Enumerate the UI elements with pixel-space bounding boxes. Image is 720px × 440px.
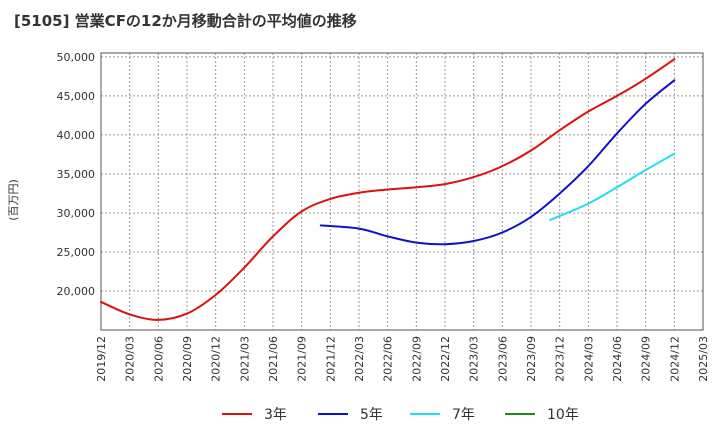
legend-layer: 3年 5年 7年 10年 — [222, 407, 579, 423]
y-tick-label: 20,000 — [57, 285, 96, 298]
legend-label-2: 5年 — [360, 407, 383, 423]
x-tick-label: 2022/03 — [353, 336, 366, 382]
x-tick-label: 2020/09 — [181, 336, 194, 382]
y-tick-label: 50,000 — [57, 51, 96, 64]
x-tick-label: 2021/06 — [267, 336, 280, 382]
x-tick-label: 2020/03 — [124, 336, 137, 382]
x-tick-label: 2022/09 — [410, 336, 423, 382]
y-tick-label: 35,000 — [57, 168, 96, 181]
x-tick-label: 2020/12 — [210, 336, 223, 382]
x-tick-label: 2021/09 — [296, 336, 309, 382]
grid-layer — [100, 53, 704, 330]
x-tick-label: 2023/03 — [468, 336, 481, 382]
y-tick-label: 40,000 — [57, 129, 96, 142]
x-tick-label: 2025/03 — [697, 336, 710, 382]
x-tick-label: 2022/12 — [439, 336, 452, 382]
y-tick-label: 25,000 — [57, 246, 96, 259]
x-tick-label: 2022/06 — [382, 336, 395, 382]
x-tick-label: 2020/06 — [152, 336, 165, 382]
y-tick-label: 45,000 — [57, 90, 96, 103]
x-tick-label: 2024/12 — [668, 336, 681, 382]
plot-frame — [100, 52, 704, 331]
axis-layer: 2019/12 2020/03 2020/06 2020/09 2020/12 2021/… — [57, 51, 711, 382]
x-tick-label: 2023/09 — [525, 336, 538, 382]
x-tick-label: 2024/06 — [611, 336, 624, 382]
y-tick-label: 30,000 — [57, 207, 96, 220]
x-tick-label: 2024/03 — [582, 336, 595, 382]
legend-label-1: 3年 — [264, 407, 287, 423]
legend-label-3: 7年 — [452, 407, 475, 423]
series-layer — [100, 58, 676, 321]
x-tick-label: 2024/09 — [640, 336, 653, 382]
legend-label-4: 10年 — [547, 407, 579, 423]
series-line-3 — [549, 152, 676, 221]
x-tick-label: 2023/06 — [496, 336, 509, 382]
x-tick-label: 2023/12 — [554, 336, 567, 382]
chart-title: [5105] 営業CFの12か月移動合計の平均値の推移 — [14, 12, 357, 30]
x-tick-label: 2019/12 — [95, 336, 108, 382]
series-line-2 — [319, 79, 676, 246]
x-tick-label: 2021/12 — [324, 336, 337, 382]
y-axis-title: (百万円) — [7, 179, 20, 221]
x-tick-label: 2021/03 — [238, 336, 251, 382]
series-line-1 — [100, 58, 676, 321]
